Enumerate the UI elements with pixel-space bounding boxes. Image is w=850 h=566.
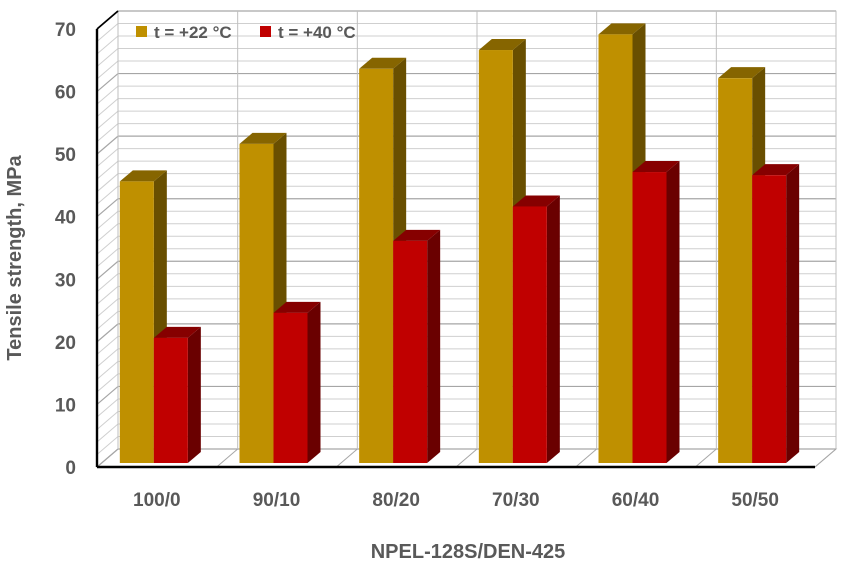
bar-front-face [359, 68, 394, 464]
bar [273, 301, 321, 463]
bar-top-face [359, 57, 407, 69]
x-tick-label: 90/10 [253, 490, 301, 511]
bar-front-face [512, 206, 547, 463]
bar-front-face [718, 78, 753, 463]
bar-top-face [512, 195, 560, 207]
x-tick-label: 50/50 [731, 490, 779, 511]
floor-divider [216, 448, 238, 468]
x-tick-label: 100/0 [133, 490, 181, 511]
bar-top-face [273, 301, 321, 313]
bar-front-face [393, 240, 428, 463]
x-tick-labels: 100/0 90/10 80/20 70/30 60/40 50/50 [133, 490, 779, 511]
legend-label-series-1: t = +22 °C [154, 23, 232, 42]
bar-top-face [393, 229, 441, 241]
bar-top-face [632, 161, 680, 173]
y-tick-label: 0 [65, 458, 76, 479]
bar-top-face [153, 326, 201, 338]
axes [95, 10, 815, 469]
y-axis-top-edge [96, 10, 119, 30]
floor-divider [575, 448, 597, 468]
y-tick-labels: 0 10 20 30 40 50 60 70 [55, 20, 76, 479]
legend-item-series-2: t = +40 °C [260, 23, 356, 42]
y-tick-label: 20 [55, 333, 76, 354]
bar-side-face [307, 301, 321, 463]
bar [153, 326, 201, 463]
x-tick-label: 70/30 [492, 490, 540, 511]
bar-front-face [273, 312, 308, 463]
bar [632, 161, 680, 464]
bar-front-face [153, 337, 188, 463]
floor-divider [695, 448, 717, 468]
bar [512, 195, 560, 463]
legend-label-series-2: t = +40 °C [278, 23, 356, 42]
y-tick-label: 10 [55, 395, 76, 416]
bar-top-face [752, 164, 800, 176]
y-axis-title: Tensile strength, MPa [4, 155, 26, 361]
x-tick-label: 80/20 [372, 490, 420, 511]
bar-top-face [119, 170, 167, 182]
legend-swatch-series-2 [260, 26, 271, 37]
bar-side-face [427, 229, 441, 463]
bar [393, 229, 441, 463]
bar [752, 164, 800, 463]
bar-top-face [239, 132, 287, 144]
legend-item-series-1: t = +22 °C [136, 23, 232, 42]
bar-front-face [598, 34, 633, 464]
bar-front-face [239, 143, 274, 463]
x-tick-label: 60/40 [612, 490, 660, 511]
legend: t = +22 °C t = +40 °C [136, 23, 356, 42]
y-tick-label: 40 [55, 208, 76, 229]
floor-divider [814, 448, 837, 468]
y-tick-label: 60 [55, 83, 76, 104]
bar-front-face [632, 172, 667, 464]
x-axis-title: NPEL-128S/DEN-425 [371, 541, 566, 563]
bars [119, 23, 800, 464]
bar-front-face [119, 181, 154, 463]
legend-swatch-series-1 [136, 26, 147, 37]
bar-front-face [478, 50, 513, 464]
bar-front-face [752, 175, 787, 463]
floor-divider [455, 448, 478, 468]
y-tick-label: 30 [55, 270, 76, 291]
bar-side-face [786, 164, 800, 463]
bar-top-face [478, 39, 526, 51]
floor-divider [96, 448, 119, 468]
bar-side-face [666, 161, 680, 464]
y-tick-label: 70 [55, 20, 76, 41]
floor-divider [336, 448, 358, 468]
bar-top-face [718, 67, 766, 79]
y-tick-label: 50 [55, 145, 76, 166]
bar-side-face [546, 195, 560, 463]
gridlines [96, 10, 837, 468]
bar-side-face [187, 326, 201, 463]
bar-top-face [598, 23, 646, 35]
